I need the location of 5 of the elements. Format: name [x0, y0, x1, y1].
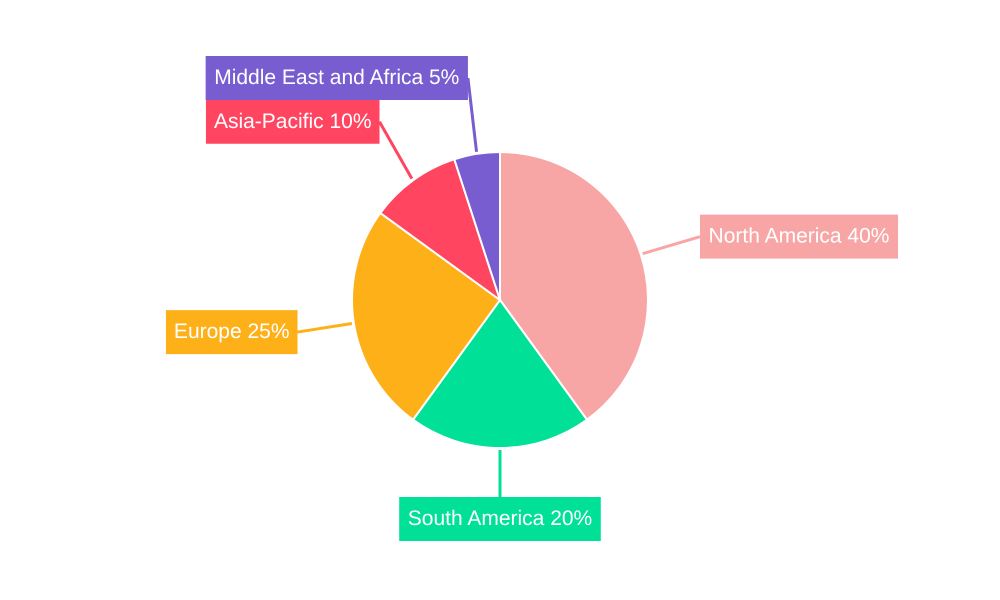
slice-label: Europe 25% [174, 320, 290, 344]
slice-label: South America 20% [408, 507, 592, 530]
slice-label: North America 40% [708, 224, 890, 248]
slice-label: Asia-Pacific 10% [214, 110, 372, 133]
slice-label: Middle East and Africa 5% [214, 66, 460, 90]
